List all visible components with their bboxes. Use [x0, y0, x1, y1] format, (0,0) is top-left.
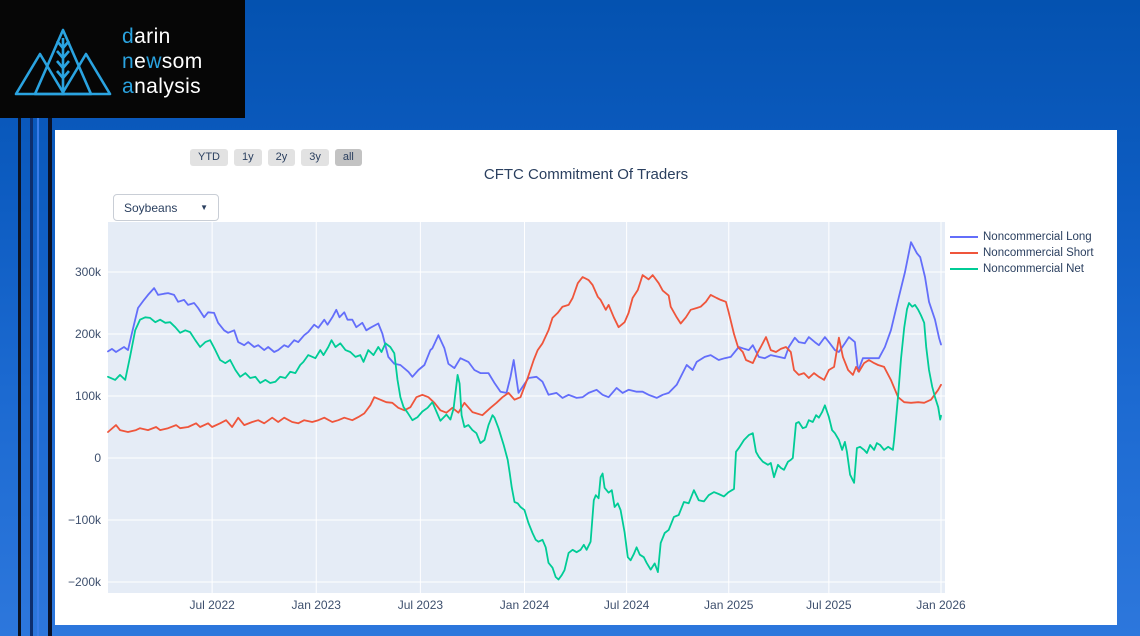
logo-line: darin [122, 25, 171, 48]
commodity-dropdown[interactable]: Soybeans ▼ [113, 194, 219, 221]
logo-wordmark: darin newsom analysis [122, 24, 203, 99]
series-line-noncommercial-short [107, 274, 942, 433]
legend-item-noncommercial-long[interactable]: Noncommercial Long [950, 229, 1094, 245]
range-button-3y[interactable]: 3y [301, 149, 329, 166]
legend-label: Noncommercial Net [983, 263, 1084, 275]
y-tick-label: −200k [68, 575, 102, 589]
legend-swatch [950, 236, 978, 238]
range-button-1y[interactable]: 1y [234, 149, 262, 166]
legend-label: Noncommercial Long [983, 231, 1092, 243]
commodity-dropdown-value: Soybeans [124, 200, 178, 215]
x-tick-label: Jan 2024 [500, 598, 550, 612]
chevron-down-icon: ▼ [200, 203, 208, 212]
logo-line: newsom [122, 50, 203, 73]
x-tick-label: Jan 2026 [916, 598, 966, 612]
logo-line: analysis [122, 75, 202, 98]
range-button-2y[interactable]: 2y [267, 149, 296, 166]
legend-swatch [950, 268, 978, 270]
x-tick-label: Jul 2025 [806, 598, 852, 612]
y-tick-label: 200k [75, 327, 102, 341]
legend-item-noncommercial-short[interactable]: Noncommercial Short [950, 245, 1094, 261]
y-tick-label: 0 [94, 451, 101, 465]
left-stripe-black [48, 0, 52, 636]
left-stripe-dark [18, 0, 21, 636]
chart-legend: Noncommercial Long Noncommercial Short Non… [950, 229, 1094, 277]
x-tick-label: Jul 2024 [604, 598, 650, 612]
left-stripe-navy [30, 0, 33, 636]
y-tick-label: −100k [68, 513, 102, 527]
range-button-all[interactable]: all [334, 149, 362, 166]
legend-swatch [950, 252, 978, 254]
x-tick-label: Jan 2023 [292, 598, 342, 612]
y-tick-label: 300k [75, 265, 102, 279]
mountains-wheat-icon [14, 28, 112, 96]
chart-card: YTD 1y 2y 3y all CFTC Commitment Of Traders … [55, 130, 1117, 625]
chart-title: CFTC Commitment Of Traders [483, 166, 689, 183]
dna-logo[interactable]: darin newsom analysis [0, 0, 245, 118]
series-line-noncommercial-long [107, 241, 942, 399]
range-buttons: YTD 1y 2y 3y all [190, 149, 362, 166]
y-tick-label: 100k [75, 389, 102, 403]
chart-svg: Jul 2022 Jan 2023 Jul 2023 Jan 2024 Jul 2024… [68, 222, 966, 612]
plot-area[interactable] [108, 222, 945, 593]
legend-label: Noncommercial Short [983, 247, 1094, 259]
x-tick-label: Jul 2022 [189, 598, 235, 612]
series-line-noncommercial-net [107, 302, 942, 581]
x-tick-label: Jan 2025 [704, 598, 754, 612]
range-button-ytd[interactable]: YTD [190, 149, 228, 166]
left-stripe-light [37, 0, 39, 636]
legend-item-noncommercial-net[interactable]: Noncommercial Net [950, 261, 1094, 277]
x-tick-label: Jul 2023 [398, 598, 444, 612]
